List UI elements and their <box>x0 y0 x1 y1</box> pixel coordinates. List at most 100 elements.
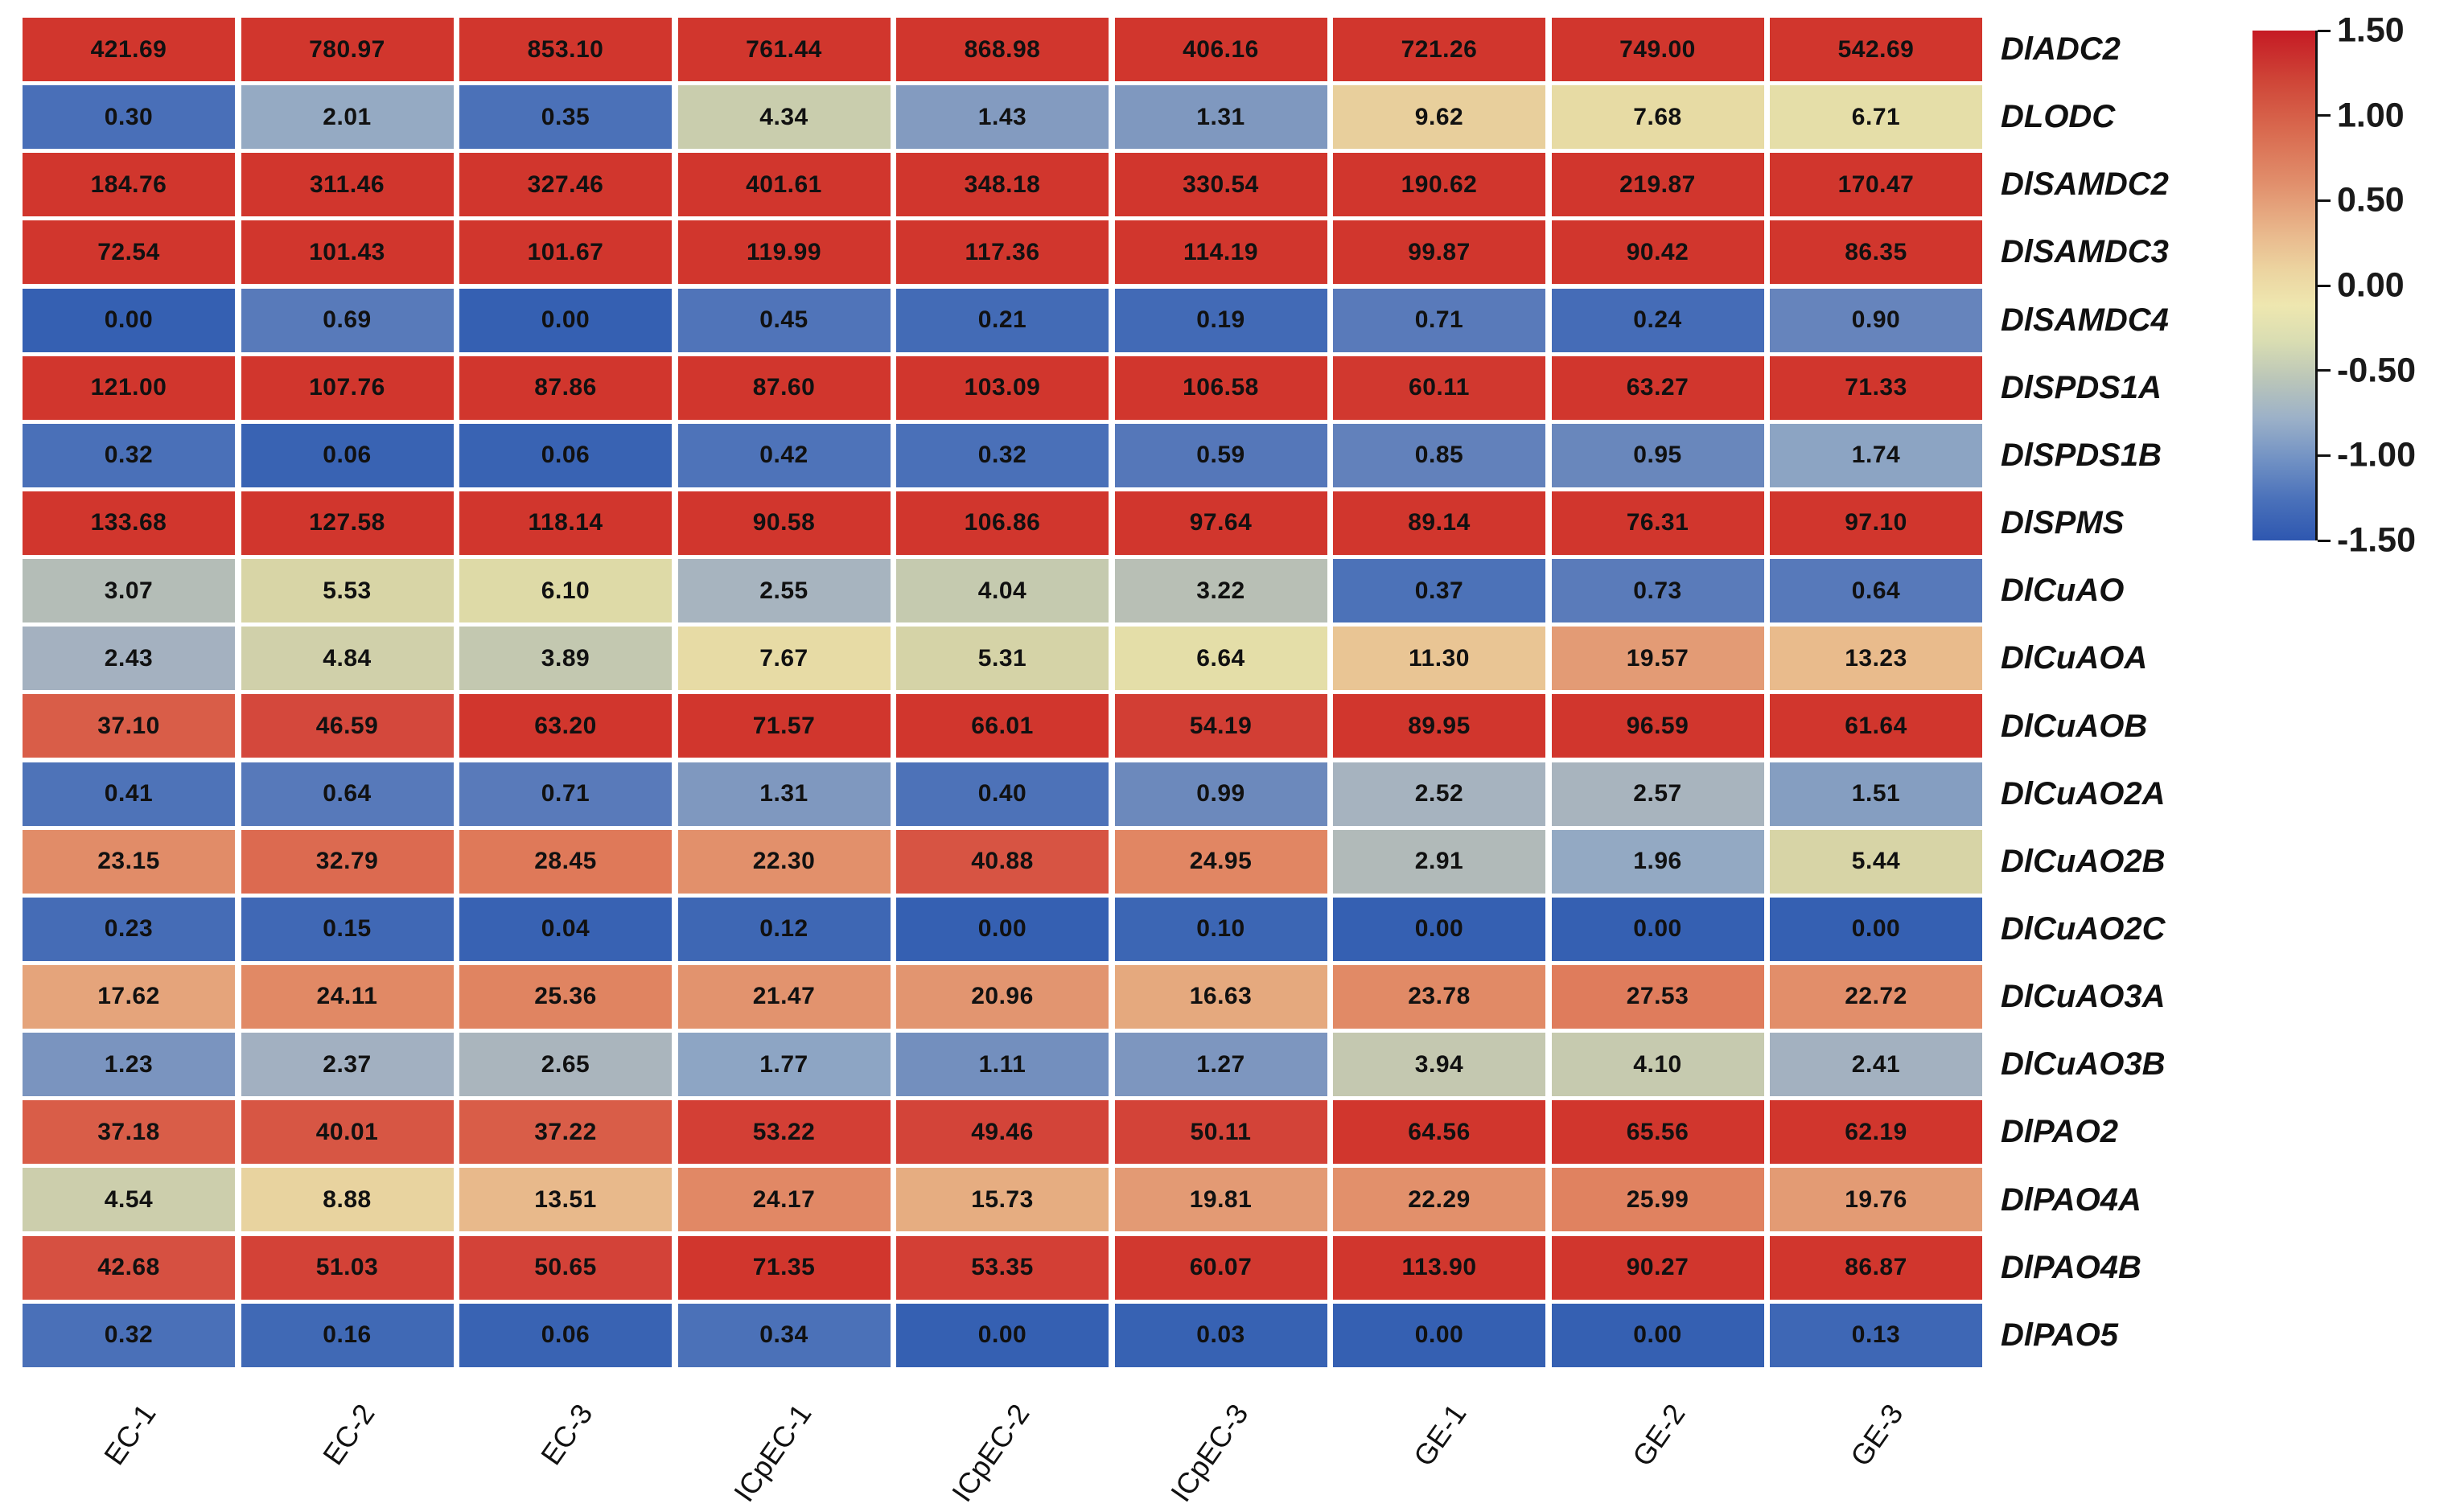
heatmap-cell: 97.64 <box>1114 491 1327 555</box>
gene-label: DlSAMDC3 <box>2001 234 2169 270</box>
heatmap-cell: 0.90 <box>1770 288 1982 352</box>
colorbar-tick-label: 1.50 <box>2337 10 2405 50</box>
heatmap-cell: 0.13 <box>1770 1303 1982 1367</box>
heatmap-cell: 96.59 <box>1551 694 1764 758</box>
heatmap-cell: 0.00 <box>1333 1303 1545 1367</box>
heatmap-cell: 780.97 <box>241 18 454 81</box>
heatmap-cell: 23.78 <box>1333 964 1545 1029</box>
heatmap-cell: 0.00 <box>23 288 235 352</box>
gene-label: DlCuAO2A <box>2001 775 2166 811</box>
heatmap-cell: 2.91 <box>1333 829 1545 894</box>
heatmap-cell: 76.31 <box>1551 491 1764 555</box>
heatmap-cell: 46.59 <box>241 694 454 758</box>
heatmap-cell: 0.32 <box>23 423 235 487</box>
heatmap-cell: 37.18 <box>23 1100 235 1165</box>
gene-label: DlPAO4A <box>2001 1181 2141 1218</box>
heatmap-cell: 103.09 <box>896 355 1109 420</box>
heatmap-cell: 8.88 <box>241 1168 454 1232</box>
heatmap-cell: 121.00 <box>23 355 235 420</box>
heatmap-cell: 0.00 <box>1551 897 1764 961</box>
heatmap-cell: 1.31 <box>677 762 891 826</box>
heatmap-cell: 0.12 <box>677 897 891 961</box>
heatmap-cell: 749.00 <box>1551 18 1764 81</box>
heatmap-cell: 89.14 <box>1333 491 1545 555</box>
column-label: GE-2 <box>1625 1397 1692 1473</box>
heatmap-cell: 101.43 <box>241 220 454 285</box>
heatmap-cell: 6.10 <box>459 559 672 623</box>
colorbar-tick-label: -1.50 <box>2337 520 2417 560</box>
heatmap-cell: 0.69 <box>241 288 454 352</box>
heatmap-cell: 20.96 <box>896 964 1109 1029</box>
heatmap-cell: 19.76 <box>1770 1168 1982 1232</box>
heatmap-cell: 50.65 <box>459 1235 672 1300</box>
heatmap-cell: 542.69 <box>1770 18 1982 81</box>
heatmap-cell: 853.10 <box>459 18 672 81</box>
heatmap-cell: 0.40 <box>896 762 1109 826</box>
heatmap-cell: 761.44 <box>677 18 891 81</box>
heatmap-cell: 406.16 <box>1114 18 1327 81</box>
heatmap-cell: 49.46 <box>896 1100 1109 1165</box>
heatmap-cell: 87.86 <box>459 355 672 420</box>
heatmap-cell: 28.45 <box>459 829 672 894</box>
heatmap-cell: 13.23 <box>1770 627 1982 691</box>
heatmap-cell: 0.37 <box>1333 559 1545 623</box>
gene-label: DlSPDS1A <box>2001 369 2162 405</box>
colorbar-tick-label: 1.00 <box>2337 96 2405 135</box>
column-label: ICpEC-1 <box>726 1397 818 1508</box>
heatmap-cell: 311.46 <box>241 153 454 217</box>
heatmap-cell: 22.29 <box>1333 1168 1545 1232</box>
heatmap-cell: 2.55 <box>677 559 891 623</box>
heatmap-cell: 19.57 <box>1551 627 1764 691</box>
heatmap-cell: 27.53 <box>1551 964 1764 1029</box>
heatmap-cell: 62.19 <box>1770 1100 1982 1165</box>
heatmap-cell: 0.64 <box>241 762 454 826</box>
heatmap-cell: 0.00 <box>1770 897 1982 961</box>
heatmap-cell: 22.30 <box>677 829 891 894</box>
heatmap-cell: 87.60 <box>677 355 891 420</box>
gene-label: DlCuAO <box>2001 573 2125 609</box>
heatmap-cell: 133.68 <box>23 491 235 555</box>
colorbar-tick-label: -0.50 <box>2337 351 2417 390</box>
heatmap-cell: 1.43 <box>896 85 1109 150</box>
heatmap-cell: 22.72 <box>1770 964 1982 1029</box>
heatmap-cell: 330.54 <box>1114 153 1327 217</box>
heatmap-cell: 127.58 <box>241 491 454 555</box>
heatmap-cell: 1.51 <box>1770 762 1982 826</box>
colorbar-axis <box>2315 31 2318 540</box>
colorbar-tick <box>2318 284 2331 287</box>
heatmap-cell: 184.76 <box>23 153 235 217</box>
heatmap-cell: 0.73 <box>1551 559 1764 623</box>
colorbar-tick <box>2318 369 2331 372</box>
heatmap-cell: 65.56 <box>1551 1100 1764 1165</box>
heatmap-cell: 25.99 <box>1551 1168 1764 1232</box>
heatmap-cell: 721.26 <box>1333 18 1545 81</box>
heatmap-cell: 0.30 <box>23 85 235 150</box>
heatmap-cell: 0.21 <box>896 288 1109 352</box>
heatmap-cell: 6.64 <box>1114 627 1327 691</box>
heatmap-cell: 1.31 <box>1114 85 1327 150</box>
heatmap-cell: 421.69 <box>23 18 235 81</box>
heatmap-cell: 32.79 <box>241 829 454 894</box>
heatmap-cell: 2.43 <box>23 627 235 691</box>
colorbar-tick <box>2318 114 2331 117</box>
heatmap-cell: 7.68 <box>1551 85 1764 150</box>
heatmap-cell: 113.90 <box>1333 1235 1545 1300</box>
colorbar-tick <box>2318 29 2331 32</box>
heatmap-cell: 3.89 <box>459 627 672 691</box>
heatmap-cell: 13.51 <box>459 1168 672 1232</box>
gene-label: DlSAMDC2 <box>2001 166 2169 203</box>
heatmap-cell: 86.35 <box>1770 220 1982 285</box>
heatmap-cell: 53.22 <box>677 1100 891 1165</box>
heatmap-cell: 6.71 <box>1770 85 1982 150</box>
heatmap-cell: 0.95 <box>1551 423 1764 487</box>
heatmap-cell: 24.17 <box>677 1168 891 1232</box>
heatmap-cell: 0.00 <box>1551 1303 1764 1367</box>
heatmap-cell: 0.19 <box>1114 288 1327 352</box>
heatmap-cell: 327.46 <box>459 153 672 217</box>
heatmap-cell: 66.01 <box>896 694 1109 758</box>
column-label: EC-3 <box>533 1397 599 1471</box>
heatmap-cell: 2.01 <box>241 85 454 150</box>
heatmap-cell: 0.34 <box>677 1303 891 1367</box>
heatmap-cell: 40.01 <box>241 1100 454 1165</box>
gene-label: DLODC <box>2001 99 2116 135</box>
